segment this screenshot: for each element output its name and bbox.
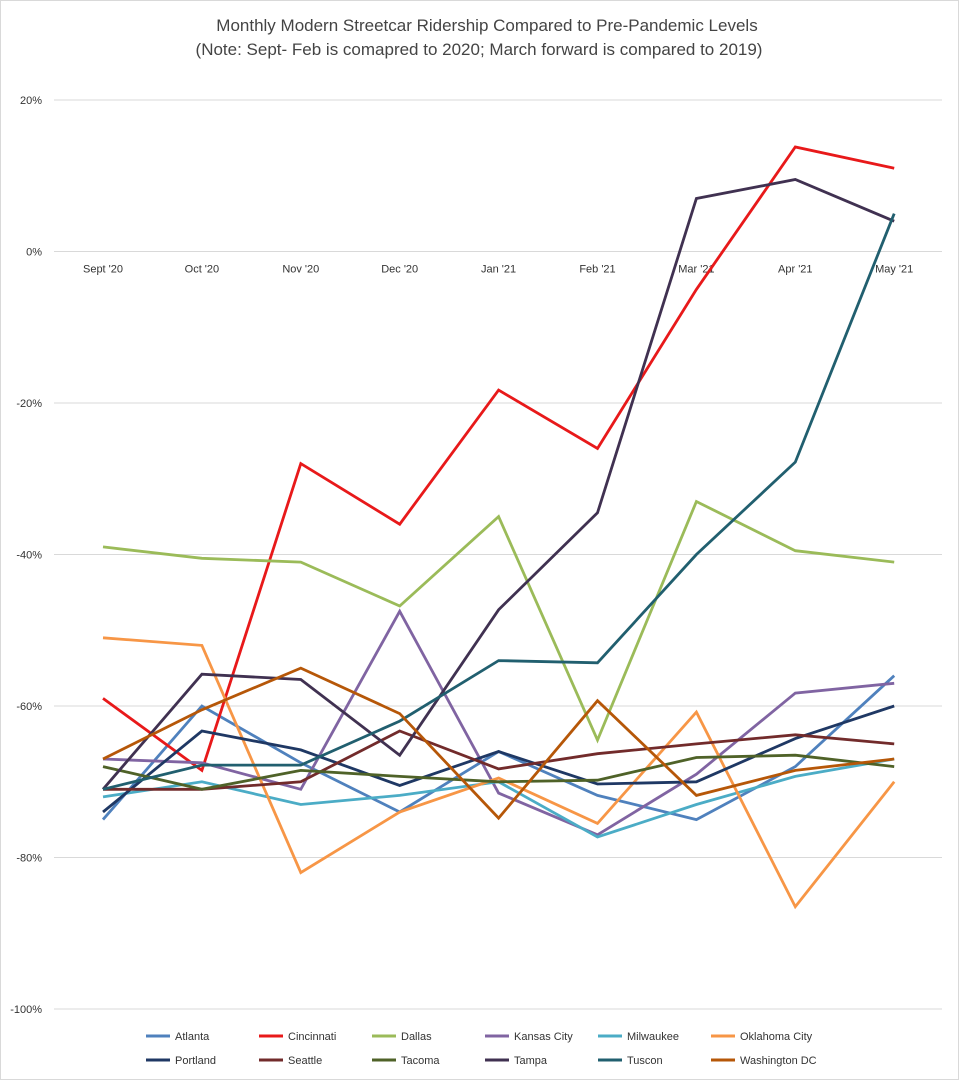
- legend-label-tuscon: Tuscon: [627, 1055, 663, 1067]
- y-axis-ticks: 20% 0% -20% -40% -60% -80% -100%: [10, 95, 42, 1016]
- legend-label-oklahoma-city: Oklahoma City: [740, 1031, 813, 1043]
- series-line-oklahoma-city: [102, 636, 896, 910]
- legend-label-dallas: Dallas: [401, 1031, 432, 1043]
- x-tick-label: Oct '20: [185, 264, 220, 276]
- legend: Atlanta Cincinnati Dallas Kansas City Milwau…: [146, 1031, 817, 1067]
- y-tick-label: -20%: [16, 398, 42, 410]
- y-tick-label: -100%: [10, 1004, 42, 1016]
- legend-label-washington-dc: Washington DC: [740, 1055, 817, 1067]
- x-tick-label: Mar '21: [678, 264, 714, 276]
- legend-label-tacoma: Tacoma: [401, 1055, 440, 1067]
- x-tick-label: Jan '21: [481, 264, 516, 276]
- legend-label-tampa: Tampa: [514, 1055, 548, 1067]
- y-tick-label: 20%: [20, 95, 42, 107]
- legend-label-kansas-city: Kansas City: [514, 1031, 573, 1043]
- x-tick-label: Feb '21: [579, 264, 615, 276]
- series-line-seattle: [103, 729, 895, 791]
- y-tick-label: -60%: [16, 701, 42, 713]
- series-line-tampa: [101, 178, 895, 791]
- series-line-dallas: [102, 499, 895, 744]
- legend-label-milwaukee: Milwaukee: [627, 1031, 679, 1043]
- chart-title: Monthly Modern Streetcar Ridership Compa…: [216, 16, 757, 35]
- series-line-tuscon: [102, 213, 896, 791]
- y-tick-label: -80%: [16, 853, 42, 865]
- series-lines: [101, 145, 896, 910]
- x-tick-label: May '21: [875, 264, 913, 276]
- series-line-kansas-city: [102, 608, 895, 837]
- legend-label-seattle: Seattle: [288, 1055, 322, 1067]
- y-tick-label: -40%: [16, 550, 42, 562]
- x-tick-label: Sept '20: [83, 264, 123, 276]
- x-axis-ticks: Sept '20 Oct '20 Nov '20 Dec '20 Jan '21 Feb …: [83, 264, 913, 276]
- series-line-portland: [102, 704, 895, 814]
- series-line-cincinnati: [102, 145, 895, 773]
- x-tick-label: Apr '21: [778, 264, 813, 276]
- chart-subtitle: (Note: Sept- Feb is comapred to 2020; Ma…: [196, 40, 763, 59]
- legend-label-portland: Portland: [175, 1055, 216, 1067]
- x-tick-label: Nov '20: [282, 264, 319, 276]
- legend-label-atlanta: Atlanta: [175, 1031, 210, 1043]
- series-line-washington-dc: [102, 666, 895, 821]
- legend-label-cincinnati: Cincinnati: [288, 1031, 336, 1043]
- y-tick-label: 0%: [26, 247, 42, 259]
- x-tick-label: Dec '20: [381, 264, 418, 276]
- series-line-tacoma: [102, 753, 895, 791]
